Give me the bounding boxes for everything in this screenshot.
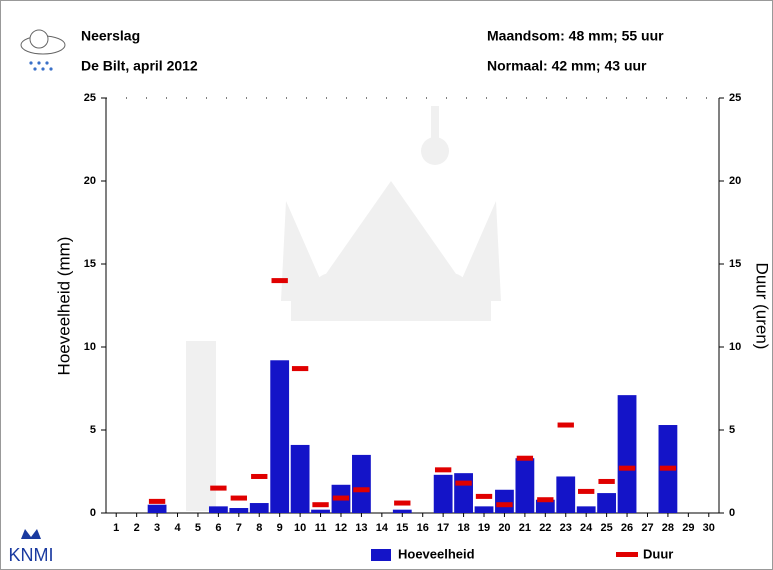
chart-subtitle: De Bilt, april 2012 bbox=[81, 58, 198, 74]
duration-marker bbox=[251, 473, 268, 479]
x-tick-label: 12 bbox=[335, 522, 347, 534]
y2-tick-label: 10 bbox=[729, 341, 741, 353]
x-tick-label: 9 bbox=[277, 522, 283, 534]
bar bbox=[352, 454, 371, 513]
bar bbox=[290, 444, 310, 513]
x-tick-label: 10 bbox=[294, 522, 306, 534]
x-tick-label: 16 bbox=[417, 522, 429, 534]
y-tick-label: 25 bbox=[84, 92, 96, 104]
x-tick-label: 2 bbox=[134, 522, 140, 534]
logo-crown bbox=[21, 529, 41, 539]
bar bbox=[474, 506, 494, 513]
x-tick-label: 23 bbox=[560, 522, 572, 534]
bar bbox=[576, 506, 596, 513]
annotation: Normaal: 42 mm; 43 uur bbox=[487, 58, 647, 74]
x-tick-label: 17 bbox=[437, 522, 449, 534]
y2-tick-label: 25 bbox=[729, 92, 741, 104]
duration-marker bbox=[475, 493, 493, 499]
duration-marker bbox=[557, 422, 574, 428]
duration-marker bbox=[353, 487, 370, 493]
bar bbox=[515, 458, 535, 513]
x-tick-label: 28 bbox=[662, 522, 674, 534]
legend-swatch bbox=[371, 549, 391, 561]
y-tick-label: 10 bbox=[84, 341, 96, 353]
y2-tick-label: 20 bbox=[729, 175, 741, 187]
bar bbox=[454, 473, 473, 513]
x-tick-label: 1 bbox=[113, 522, 119, 534]
bar bbox=[433, 474, 453, 513]
duration-marker bbox=[271, 278, 288, 284]
bar bbox=[617, 395, 637, 513]
duration-marker bbox=[659, 465, 677, 471]
logo-text: KNMI bbox=[9, 545, 54, 565]
x-tick-label: 8 bbox=[256, 522, 262, 534]
duration-marker bbox=[312, 502, 329, 508]
x-tick-label: 7 bbox=[236, 522, 242, 534]
duration-marker bbox=[332, 495, 350, 501]
x-tick-label: 29 bbox=[682, 522, 694, 534]
x-tick-label: 15 bbox=[396, 522, 408, 534]
bar bbox=[535, 499, 555, 513]
bar bbox=[495, 489, 514, 513]
x-tick-label: 6 bbox=[215, 522, 221, 534]
duration-marker bbox=[618, 465, 636, 471]
x-tick-label: 19 bbox=[478, 522, 490, 534]
duration-marker bbox=[394, 500, 411, 506]
x-tick-label: 26 bbox=[621, 522, 633, 534]
legend-label: Duur bbox=[643, 546, 673, 561]
y2-tick-label: 15 bbox=[729, 258, 741, 270]
bar bbox=[597, 493, 617, 513]
x-tick-label: 11 bbox=[315, 522, 327, 534]
y2-axis-label: Duur (uren) bbox=[753, 263, 772, 350]
legend-label: Hoeveelheid bbox=[398, 546, 475, 561]
duration-marker bbox=[291, 366, 309, 372]
x-tick-label: 25 bbox=[600, 522, 612, 534]
y2-tick-label: 5 bbox=[729, 424, 735, 436]
x-tick-label: 21 bbox=[519, 522, 531, 534]
duration-marker bbox=[516, 455, 534, 461]
bar bbox=[392, 509, 412, 513]
bar bbox=[249, 503, 269, 513]
bar bbox=[556, 476, 576, 513]
x-tick-label: 3 bbox=[154, 522, 160, 534]
duration-marker bbox=[210, 485, 227, 491]
chart-title: Neerslag bbox=[81, 28, 140, 44]
y2-tick-label: 0 bbox=[729, 507, 735, 519]
y-tick-label: 0 bbox=[90, 507, 96, 519]
duration-marker bbox=[537, 497, 554, 503]
x-tick-label: 30 bbox=[703, 522, 715, 534]
x-tick-label: 13 bbox=[355, 522, 367, 534]
bar bbox=[270, 360, 290, 513]
y-tick-label: 5 bbox=[90, 424, 96, 436]
bar bbox=[208, 506, 228, 513]
watermark bbox=[186, 106, 501, 511]
duration-marker bbox=[455, 480, 472, 486]
duration-marker bbox=[148, 498, 166, 504]
x-tick-label: 18 bbox=[457, 522, 469, 534]
bar bbox=[147, 504, 167, 513]
x-tick-label: 24 bbox=[580, 522, 593, 534]
logo-cloud bbox=[20, 29, 66, 71]
duration-marker bbox=[598, 478, 615, 484]
duration-marker bbox=[496, 502, 513, 508]
legend-swatch bbox=[616, 552, 638, 557]
duration-marker bbox=[434, 467, 452, 473]
x-tick-label: 4 bbox=[174, 522, 181, 534]
x-tick-label: 20 bbox=[498, 522, 510, 534]
y-tick-label: 15 bbox=[84, 258, 96, 270]
duration-marker bbox=[578, 488, 595, 494]
x-tick-label: 5 bbox=[195, 522, 201, 534]
x-tick-label: 27 bbox=[641, 522, 653, 534]
annotation: Maandsom: 48 mm; 55 uur bbox=[487, 28, 664, 44]
x-tick-label: 14 bbox=[376, 522, 389, 534]
y-axis-label: Hoeveelheid (mm) bbox=[54, 237, 73, 376]
bar bbox=[311, 509, 330, 513]
y-tick-label: 20 bbox=[84, 175, 96, 187]
duration-marker bbox=[230, 495, 247, 501]
bar bbox=[229, 508, 249, 513]
x-tick-label: 22 bbox=[539, 522, 551, 534]
